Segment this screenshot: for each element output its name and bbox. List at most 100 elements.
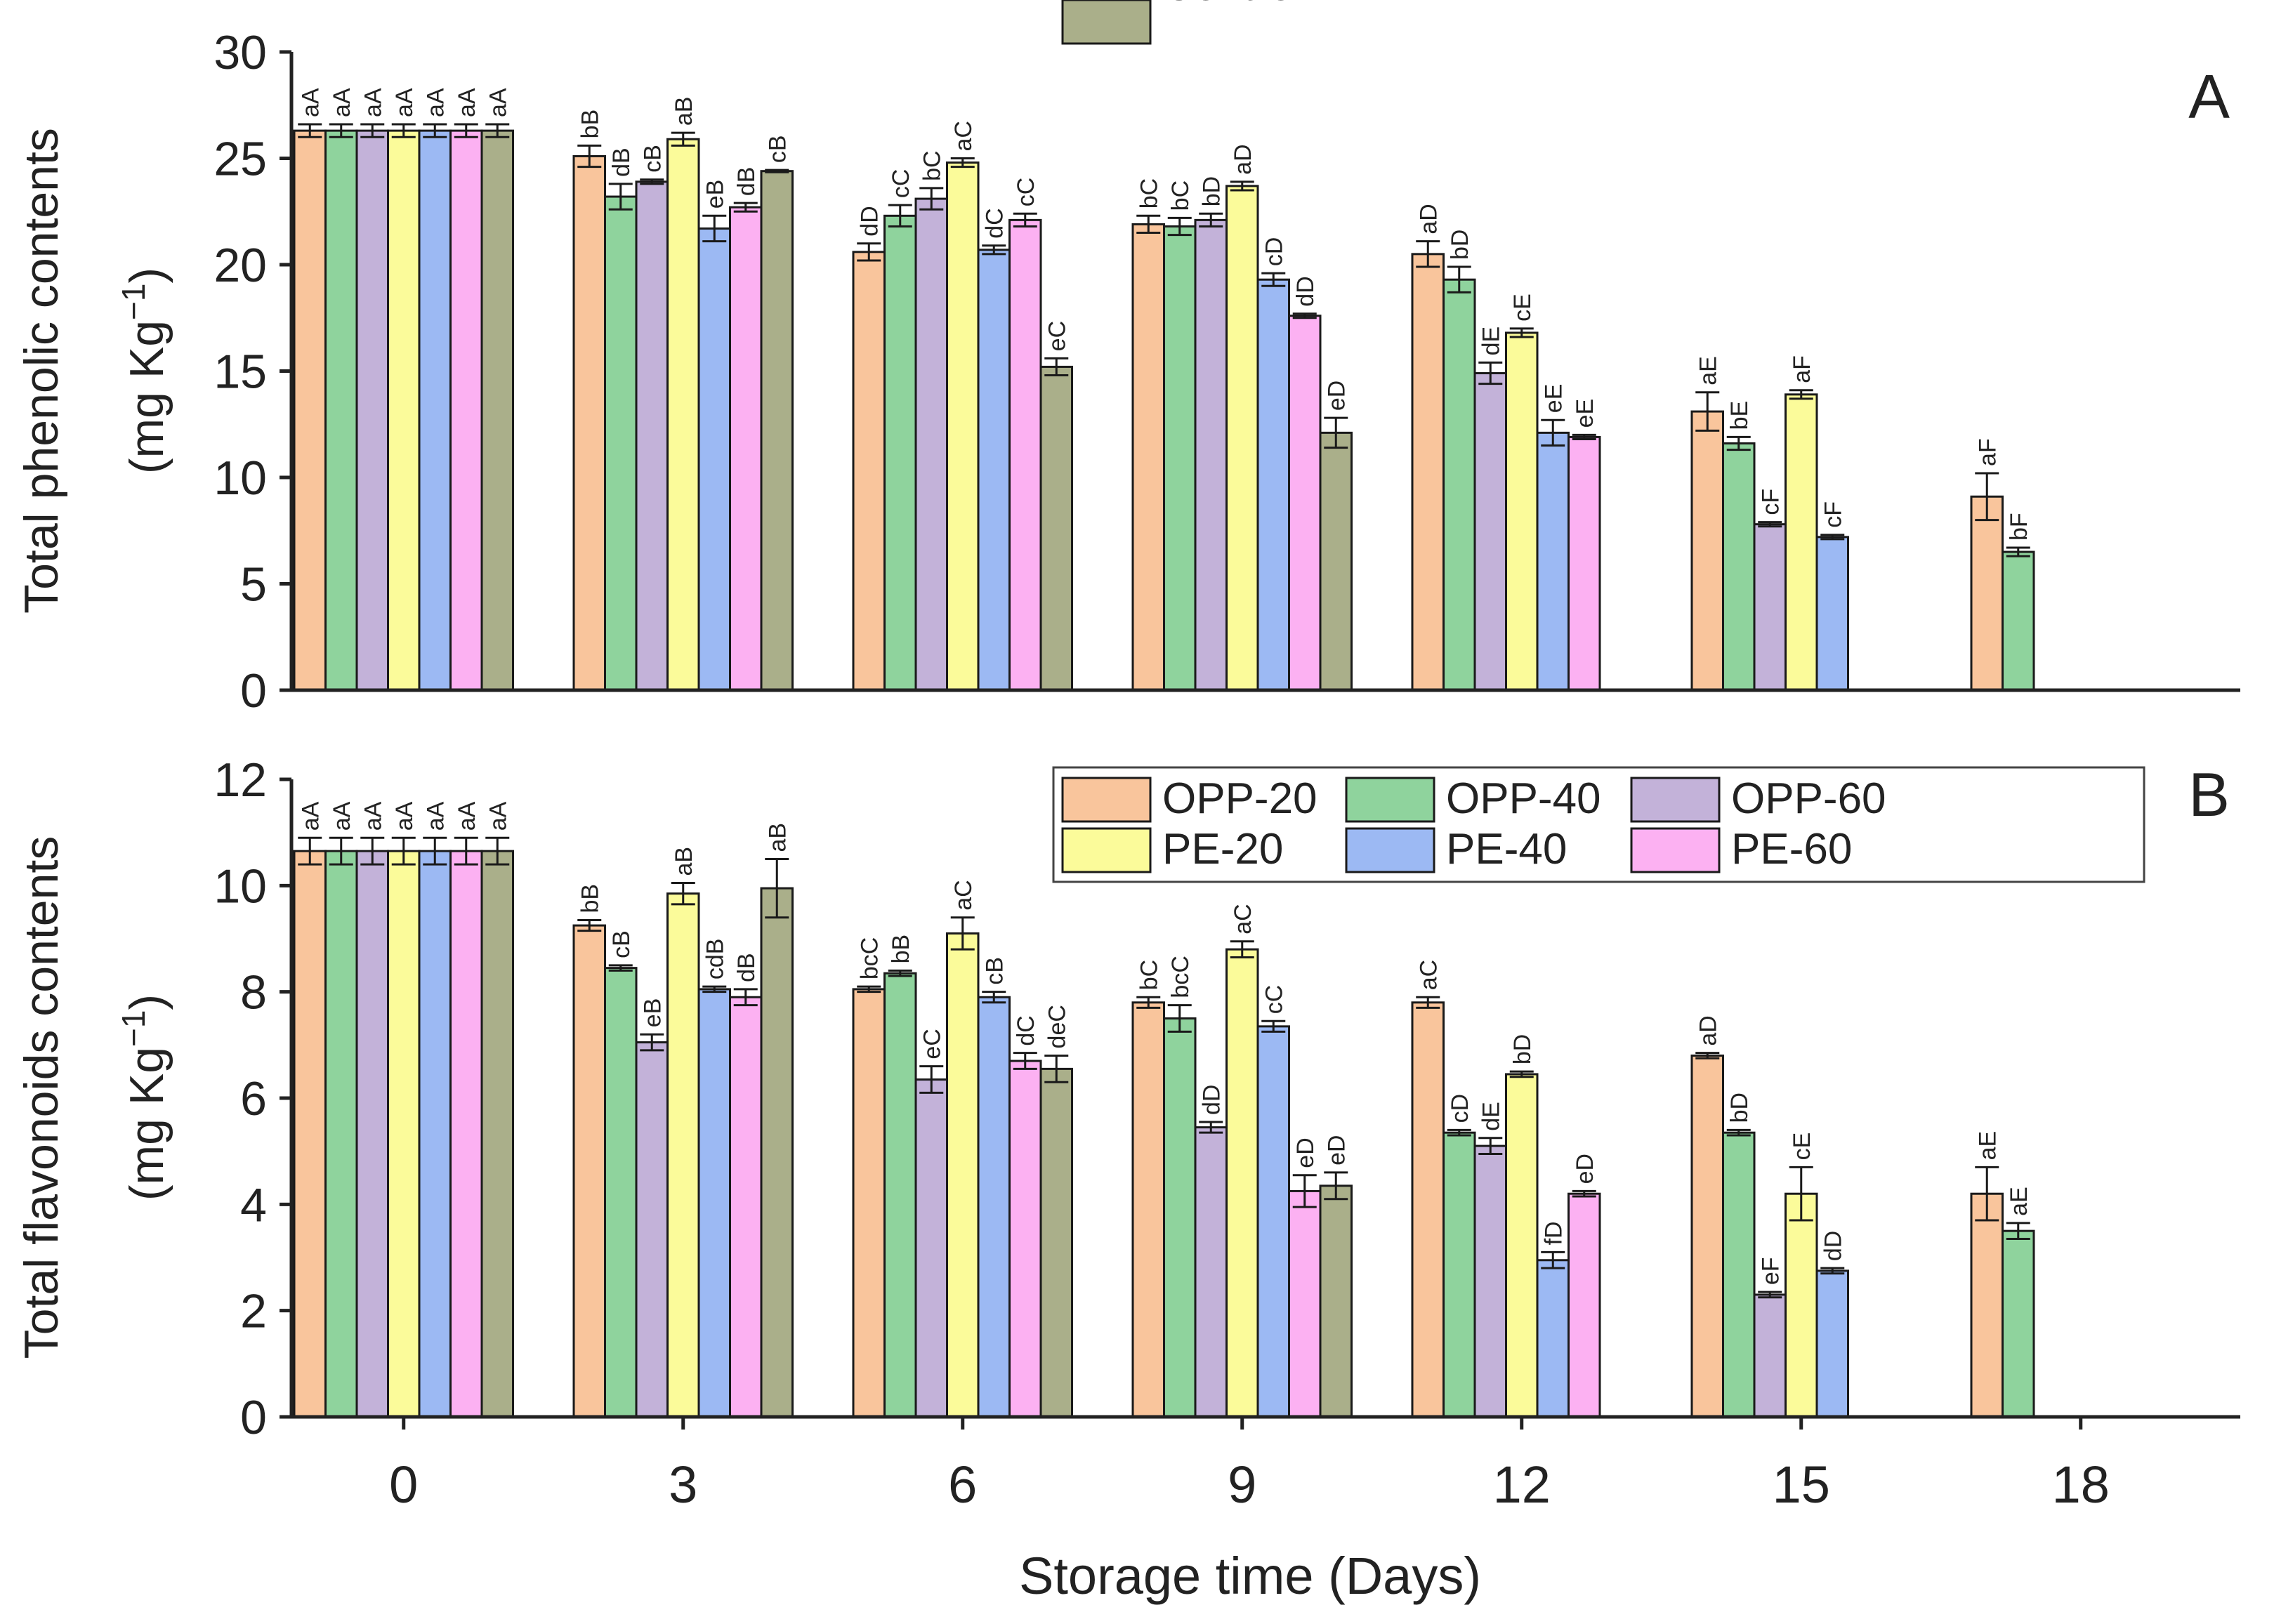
- panel-a-bar-pe-60-day12: [1568, 435, 1601, 692]
- panel-b-bar-opp-60-day6: [914, 1078, 948, 1418]
- panel-b-ytick-label-0: 0: [240, 1391, 267, 1444]
- panel-a-significance-label: bC: [919, 150, 945, 180]
- panel-b-significance-label: cB: [608, 930, 635, 958]
- legend-label-pe-40: PE-40: [1446, 825, 1567, 873]
- panel-b-bar-opp-20-day6: [852, 988, 886, 1418]
- panel-a-bar-opp-20-day12: [1411, 253, 1445, 692]
- panel-a-ylabel-line2: (mg Kg−1): [115, 268, 173, 474]
- panel-a-significance-label: cD: [1261, 237, 1287, 267]
- panel-a-ytick-label-0: 0: [240, 664, 267, 718]
- panel-b-bar-pe-40-day0: [418, 850, 452, 1418]
- panel-a-bar-control-day0: [480, 129, 514, 692]
- panel-b-significance-label: bcC: [856, 937, 883, 979]
- panel-a-significance-label: aA: [422, 88, 449, 117]
- panel-a-bar-opp-60-day12: [1473, 372, 1507, 692]
- panel-a-bar-pe-20-day3: [666, 138, 700, 692]
- panel-b-bar-pe-20-day15: [1785, 1192, 1818, 1418]
- panel-a-significance-label: cC: [888, 169, 914, 199]
- panel-a-y-axis: 0 5 10 15 20 25 30: [213, 26, 291, 718]
- panel-b-bar-opp-40-day3: [604, 967, 638, 1418]
- panel-b-significance-label: aA: [485, 801, 511, 831]
- panel-b-bar-pe-60-day6: [1008, 1059, 1042, 1418]
- panel-b-bar-pe-20-day6: [946, 932, 980, 1418]
- panel-b-significance-label: eF: [1757, 1257, 1784, 1285]
- panel-b-significance-label: aA: [391, 801, 418, 831]
- panel-b-bar-opp-20-day0: [293, 850, 327, 1418]
- panel-b-significance-label: dD: [1198, 1085, 1225, 1115]
- panel-b-ytick-label-3: 6: [240, 1072, 267, 1125]
- panel-a-bar-opp-20-day3: [572, 154, 606, 692]
- panel-a-bar-opp-40-day0: [324, 129, 358, 692]
- panel-b-bar-opp-60-day15: [1753, 1293, 1787, 1418]
- panel-b-bar-opp-20-day12: [1411, 1001, 1445, 1418]
- panel-a-significance-label: dB: [733, 167, 760, 197]
- panel-a-bar-control-day9: [1319, 431, 1353, 692]
- panel-b-bar-pe-40-day3: [697, 988, 731, 1418]
- legend-swatch-pe-40: [1345, 827, 1435, 873]
- panel-b-bar-control-day6: [1039, 1067, 1073, 1418]
- panel-a-bar-opp-20-day0: [293, 129, 327, 692]
- panel-b-ytick-label-4: 8: [240, 966, 267, 1019]
- panel-a-bar-pe-60-day9: [1288, 315, 1322, 692]
- panel-a-bar-opp-60-day9: [1194, 218, 1228, 692]
- panel-a-significance-label: bF: [2006, 513, 2032, 541]
- panel-a-bar-opp-40-day12: [1442, 278, 1476, 692]
- panel-b-bar-opp-60-day3: [635, 1041, 669, 1418]
- panel-b-significance-label: aC: [950, 880, 977, 910]
- panel-b-significance-label: dD: [1820, 1231, 1846, 1261]
- panel-b-ytick-label-1: 2: [240, 1285, 267, 1338]
- panel-b-bar-pe-60-day0: [449, 850, 483, 1418]
- panel-a-significance-label: dD: [1292, 276, 1319, 306]
- panel-b-ytick-label-2: 4: [240, 1178, 267, 1232]
- panel-b-significance-label: aA: [454, 801, 480, 831]
- legend-swatch-opp-60: [1630, 777, 1721, 823]
- panel-a-significance-label: bB: [577, 110, 603, 139]
- panel-a-bar-pe-40-day9: [1256, 278, 1290, 692]
- legend-label-pe-20: PE-20: [1162, 825, 1283, 873]
- panel-b-significance-label: aE: [2006, 1187, 2032, 1216]
- panel-b-y-axis: 0 2 4 6 8 10 12: [213, 753, 291, 1444]
- panel-b-significance-label: bB: [888, 935, 914, 964]
- legend: OPP-20 OPP-40 OPP-60 PE-20 PE-40 PE-60 Control: [1052, 0, 2145, 883]
- panel-a-ytick-label-5: 25: [213, 133, 267, 186]
- legend-swatch-opp-40: [1345, 777, 1435, 823]
- panel-b-significance-label: bC: [1136, 960, 1162, 990]
- panel-a-ytick-label-6: 30: [213, 26, 267, 79]
- panel-a-significance-label: aD: [1415, 204, 1442, 234]
- panel-a-bar-opp-40-day3: [604, 195, 638, 692]
- legend-label-opp-20: OPP-20: [1162, 774, 1317, 823]
- panel-b-significance-label: eD: [1323, 1135, 1350, 1165]
- panel-b-significance-label: eB: [639, 998, 666, 1028]
- x-tick-label-12: 12: [1493, 1455, 1551, 1514]
- panel-a-bar-pe-40-day6: [977, 249, 1011, 692]
- panel-b-ylabel-line2: (mg Kg−1): [115, 994, 173, 1201]
- panel-a-significance-label: aF: [1789, 355, 1815, 383]
- panel-b-bar-opp-40-day18: [2002, 1229, 2035, 1418]
- panel-b-bar-pe-20-day3: [666, 892, 700, 1418]
- x-axis: 0 3 6 9 12 15 18: [389, 1417, 2110, 1514]
- panel-b-significance-label: cD: [1447, 1094, 1473, 1123]
- panel-a-bar-pe-40-day0: [418, 129, 452, 692]
- panel-a-bar-opp-40-day6: [883, 214, 917, 692]
- panel-b-bar-pe-40-day15: [1815, 1269, 1849, 1418]
- legend-label-pe-60: PE-60: [1731, 825, 1852, 873]
- panel-a-significance-label: aB: [671, 97, 697, 126]
- panel-b-bar-pe-60-day9: [1288, 1189, 1322, 1418]
- panel-a-significance-label: dD: [856, 206, 883, 236]
- panel-b-significance-label: aB: [671, 847, 697, 876]
- panel-a-bar-pe-20-day6: [946, 161, 980, 692]
- panel-b-bar-opp-20-day15: [1690, 1054, 1724, 1418]
- panel-a-significance-label: bD: [1198, 176, 1225, 206]
- panel-a-bar-control-day3: [760, 170, 794, 692]
- panel-a-significance-label: cC: [1013, 178, 1039, 207]
- panel-a-ytick-label-4: 20: [213, 239, 267, 292]
- panel-b-significance-label: dE: [1478, 1102, 1504, 1131]
- panel-a-bar-pe-60-day0: [449, 129, 483, 692]
- panel-a-ytick-label-2: 10: [213, 451, 267, 505]
- panel-b-bar-opp-60-day12: [1473, 1144, 1507, 1418]
- panel-b-significance-label: bD: [1726, 1092, 1753, 1123]
- x-tick-label-18: 18: [2052, 1455, 2110, 1514]
